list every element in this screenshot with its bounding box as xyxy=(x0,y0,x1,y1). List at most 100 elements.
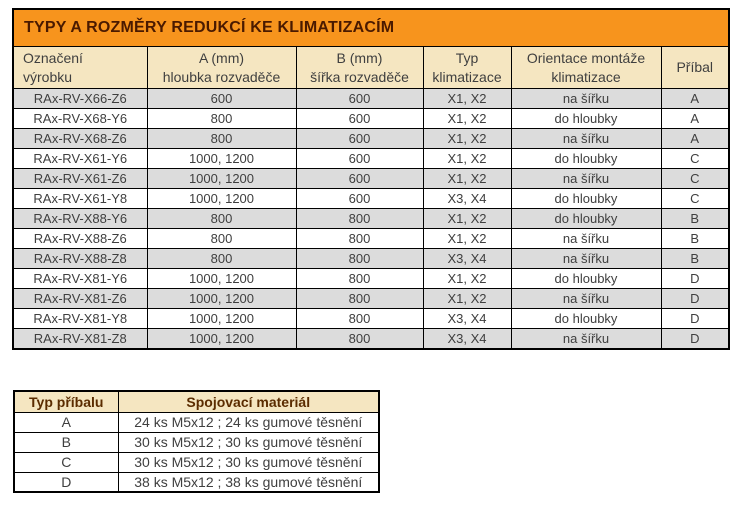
table-cell: B xyxy=(13,431,119,453)
table-cell: C xyxy=(660,148,730,169)
table-cell: RAx-RV-X68-Y6 xyxy=(12,108,148,129)
table-cell: 800 xyxy=(146,108,297,129)
table-cell: 600 xyxy=(295,88,424,109)
table-cell: A xyxy=(13,411,119,433)
table-cell: D xyxy=(660,288,730,309)
table-cell: X1, X2 xyxy=(422,148,512,169)
column-header: Typ příbalu xyxy=(13,390,119,413)
table-cell: 800 xyxy=(295,288,424,309)
table-cell: 24 ks M5x12 ; 24 ks gumové těsnění xyxy=(117,411,380,433)
table-row: RAx-RV-X66-Z6 600 600 X1, X2 na šířku A xyxy=(12,88,730,109)
table-cell: na šířku xyxy=(510,168,662,189)
table-cell: C xyxy=(660,168,730,189)
table-row: RAx-RV-X68-Y6 800 600 X1, X2 do hloubky A xyxy=(12,108,730,129)
table-cell: X1, X2 xyxy=(422,288,512,309)
table-row: A 24 ks M5x12 ; 24 ks gumové těsnění xyxy=(13,411,380,433)
table-row: RAx-RV-X61-Z6 1000, 1200 600 X1, X2 na šířku… xyxy=(12,168,730,189)
table-cell: X3, X4 xyxy=(422,188,512,209)
table-body: RAx-RV-X66-Z6 600 600 X1, X2 na šířku A RAx-RV… xyxy=(12,88,730,349)
table-row: RAx-RV-X68-Z6 800 600 X1, X2 na šířku A xyxy=(12,128,730,149)
accessory-material-table: Typ příbalu Spojovací materiál A 24 ks M5x… xyxy=(13,390,380,493)
table-cell: B xyxy=(660,228,730,249)
table-cell: 1000, 1200 xyxy=(146,328,297,349)
table-row: RAx-RV-X88-Z8 800 800 X3, X4 na šířku B xyxy=(12,248,730,269)
table-row: RAx-RV-X61-Y6 1000, 1200 600 X1, X2 do hloub… xyxy=(12,148,730,169)
table-cell: B xyxy=(660,248,730,269)
table-row: RAx-RV-X81-Y6 1000, 1200 800 X1, X2 do hloub… xyxy=(12,268,730,289)
table-cell: X3, X4 xyxy=(422,308,512,329)
table-cell: 600 xyxy=(295,188,424,209)
table-cell: RAx-RV-X81-Z6 xyxy=(12,288,148,309)
table-cell: RAx-RV-X88-Z6 xyxy=(12,228,148,249)
table-cell: 1000, 1200 xyxy=(146,268,297,289)
table-cell: D xyxy=(13,471,119,493)
table-cell: 800 xyxy=(295,228,424,249)
table-row: RAx-RV-X88-Z6 800 800 X1, X2 na šířku B xyxy=(12,228,730,249)
table-cell: RAx-RV-X81-Z8 xyxy=(12,328,148,349)
column-header: A (mm) hloubka rozvaděče xyxy=(146,46,297,89)
table-cell: 30 ks M5x12 ; 30 ks gumové těsnění xyxy=(117,431,380,453)
table-cell: D xyxy=(660,308,730,329)
table-cell: D xyxy=(660,268,730,289)
table-cell: C xyxy=(13,451,119,473)
table-cell: 1000, 1200 xyxy=(146,168,297,189)
header-row: Označení výrobku A (mm) hloubka rozvaděče… xyxy=(12,46,730,89)
table-cell: do hloubky xyxy=(510,188,662,209)
table-row: C 30 ks M5x12 ; 30 ks gumové těsnění xyxy=(13,451,380,473)
column-header: Spojovací materiál xyxy=(117,390,380,413)
table-cell: na šířku xyxy=(510,228,662,249)
table-cell: 800 xyxy=(295,248,424,269)
table-cell: X1, X2 xyxy=(422,208,512,229)
table-cell: A xyxy=(660,128,730,149)
table-cell: 800 xyxy=(295,328,424,349)
table-cell: RAx-RV-X88-Y6 xyxy=(12,208,148,229)
table-cell: do hloubky xyxy=(510,268,662,289)
column-header: Příbal xyxy=(660,46,730,89)
table-cell: D xyxy=(660,328,730,349)
table-cell: na šířku xyxy=(510,248,662,269)
table-cell: X1, X2 xyxy=(422,128,512,149)
table-cell: X3, X4 xyxy=(422,328,512,349)
table-cell: X1, X2 xyxy=(422,108,512,129)
table-cell: B xyxy=(660,208,730,229)
table-cell: do hloubky xyxy=(510,148,662,169)
table-cell: X1, X2 xyxy=(422,88,512,109)
column-header: Orientace montáže klimatizace xyxy=(510,46,662,89)
table-cell: RAx-RV-X61-Y8 xyxy=(12,188,148,209)
table-cell: 800 xyxy=(146,228,297,249)
table-cell: 800 xyxy=(295,308,424,329)
table-cell: A xyxy=(660,88,730,109)
table-cell: do hloubky xyxy=(510,108,662,129)
table-cell: RAx-RV-X61-Y6 xyxy=(12,148,148,169)
table-cell: 800 xyxy=(295,268,424,289)
table-cell: 600 xyxy=(295,168,424,189)
table-cell: 800 xyxy=(146,208,297,229)
table-row: RAx-RV-X61-Y8 1000, 1200 600 X3, X4 do hloub… xyxy=(12,188,730,209)
column-header: Typ klimatizace xyxy=(422,46,512,89)
table-cell: 800 xyxy=(295,208,424,229)
table-row: RAx-RV-X81-Z6 1000, 1200 800 X1, X2 na šířku… xyxy=(12,288,730,309)
table-cell: RAx-RV-X61-Z6 xyxy=(12,168,148,189)
table-cell: X1, X2 xyxy=(422,168,512,189)
table-cell: RAx-RV-X88-Z8 xyxy=(12,248,148,269)
table-cell: 1000, 1200 xyxy=(146,188,297,209)
table-cell: RAx-RV-X68-Z6 xyxy=(12,128,148,149)
table-cell: 1000, 1200 xyxy=(146,308,297,329)
table-cell: na šířku xyxy=(510,88,662,109)
table-cell: RAx-RV-X66-Z6 xyxy=(12,88,148,109)
table-title: TYPY A ROZMĚRY REDUKCÍ KE KLIMATIZACÍM xyxy=(12,8,730,47)
table-cell: 800 xyxy=(146,128,297,149)
table-cell: 38 ks M5x12 ; 38 ks gumové těsnění xyxy=(117,471,380,493)
table-row: B 30 ks M5x12 ; 30 ks gumové těsnění xyxy=(13,431,380,453)
title-row: TYPY A ROZMĚRY REDUKCÍ KE KLIMATIZACÍM xyxy=(12,8,730,47)
table-cell: na šířku xyxy=(510,288,662,309)
table-cell: RAx-RV-X81-Y8 xyxy=(12,308,148,329)
table-cell: do hloubky xyxy=(510,308,662,329)
table-cell: na šířku xyxy=(510,128,662,149)
table-row: D 38 ks M5x12 ; 38 ks gumové těsnění xyxy=(13,471,380,493)
column-header: Označení výrobku xyxy=(12,46,148,89)
table-row: RAx-RV-X81-Y8 1000, 1200 800 X3, X4 do hloub… xyxy=(12,308,730,329)
table-cell: X1, X2 xyxy=(422,268,512,289)
table-cell: 600 xyxy=(295,108,424,129)
